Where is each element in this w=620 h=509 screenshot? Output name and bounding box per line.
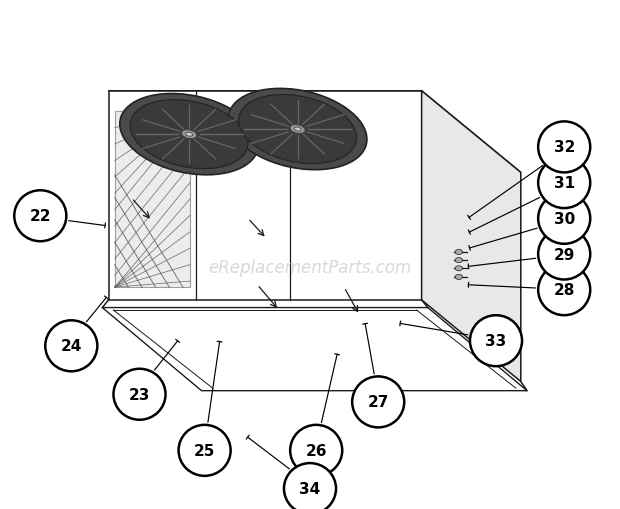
Text: eReplacementParts.com: eReplacementParts.com xyxy=(208,258,412,276)
Text: 30: 30 xyxy=(554,211,575,227)
Polygon shape xyxy=(422,92,521,382)
Ellipse shape xyxy=(228,89,367,171)
Ellipse shape xyxy=(14,191,66,242)
Text: 33: 33 xyxy=(485,333,507,349)
Text: 28: 28 xyxy=(554,282,575,298)
Ellipse shape xyxy=(538,158,590,209)
Ellipse shape xyxy=(455,258,463,263)
Ellipse shape xyxy=(352,377,404,428)
Text: 31: 31 xyxy=(554,176,575,191)
Text: 34: 34 xyxy=(299,481,321,496)
Text: 22: 22 xyxy=(30,209,51,224)
Ellipse shape xyxy=(290,425,342,476)
Ellipse shape xyxy=(130,100,248,169)
Ellipse shape xyxy=(239,95,356,164)
Ellipse shape xyxy=(185,133,193,137)
Polygon shape xyxy=(108,92,521,173)
Text: 26: 26 xyxy=(306,443,327,458)
Text: 29: 29 xyxy=(554,247,575,262)
Ellipse shape xyxy=(284,463,336,509)
Text: 24: 24 xyxy=(61,338,82,354)
Ellipse shape xyxy=(294,128,301,132)
Text: 27: 27 xyxy=(368,394,389,410)
Ellipse shape xyxy=(113,369,166,420)
Text: 23: 23 xyxy=(129,387,150,402)
Ellipse shape xyxy=(455,250,463,255)
Ellipse shape xyxy=(470,316,522,366)
Ellipse shape xyxy=(120,94,259,176)
Ellipse shape xyxy=(455,266,463,271)
Ellipse shape xyxy=(182,130,197,139)
Ellipse shape xyxy=(45,321,97,372)
Ellipse shape xyxy=(179,425,231,476)
Text: 32: 32 xyxy=(554,140,575,155)
Polygon shape xyxy=(108,92,422,300)
Text: 25: 25 xyxy=(194,443,215,458)
Ellipse shape xyxy=(538,193,590,244)
Ellipse shape xyxy=(538,122,590,173)
Ellipse shape xyxy=(538,265,590,316)
Ellipse shape xyxy=(455,275,463,280)
Ellipse shape xyxy=(290,125,305,134)
Polygon shape xyxy=(115,112,190,288)
Ellipse shape xyxy=(538,229,590,280)
